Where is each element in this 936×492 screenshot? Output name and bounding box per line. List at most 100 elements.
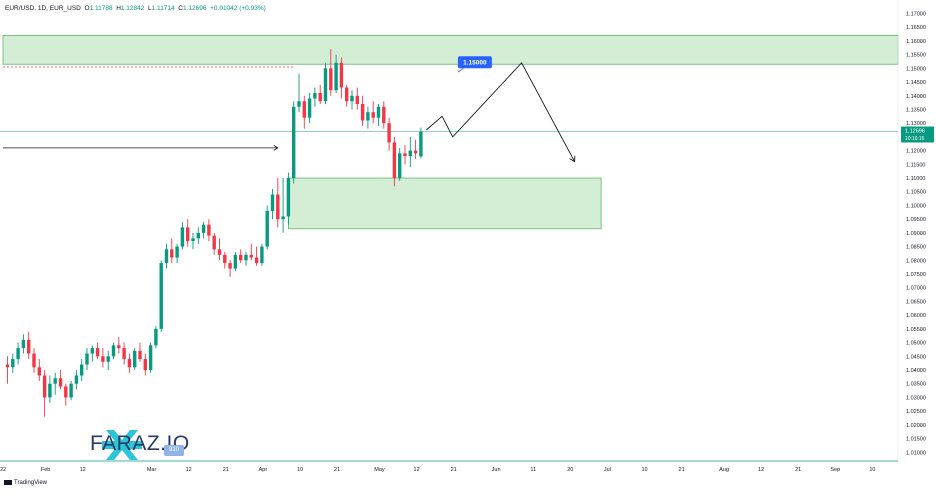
candle-body[interactable] <box>5 364 10 368</box>
candle-body[interactable] <box>127 359 132 368</box>
candle-body[interactable] <box>69 383 73 398</box>
candle-body[interactable] <box>276 194 280 220</box>
candle-body[interactable] <box>334 62 338 91</box>
candle-body[interactable] <box>360 103 365 121</box>
close-label: C <box>178 5 183 12</box>
candle-body[interactable] <box>191 238 195 242</box>
candle-body[interactable] <box>382 106 386 124</box>
candle-body[interactable] <box>403 153 407 157</box>
candle-body[interactable] <box>307 98 312 118</box>
candle-body[interactable] <box>201 224 206 233</box>
candle-body[interactable] <box>180 227 185 247</box>
price-axis[interactable]: 1.17000 1.16500 1.16000 1.15500 1.15000 1.145… <box>897 0 934 461</box>
candle-body[interactable] <box>111 345 116 357</box>
candle-body[interactable] <box>138 350 142 360</box>
change-value: +0.01042 (+0.93%) <box>210 5 266 12</box>
candle-body[interactable] <box>64 386 68 398</box>
time-tick-label: Jul <box>604 467 611 473</box>
price-tick-label: 1.11500 <box>906 162 925 168</box>
candle-body[interactable] <box>265 210 269 247</box>
candle-body[interactable] <box>16 348 20 360</box>
candle-body[interactable] <box>21 339 26 349</box>
candle-body[interactable] <box>212 235 216 250</box>
supply-zone[interactable] <box>2 35 899 65</box>
time-axis[interactable]: 22 Feb 12 Mar 12 21 Apr 10 21 May 12 21 Jun 11 20 Jul 10… <box>0 460 898 473</box>
price-levels <box>0 66 898 132</box>
candle-body[interactable] <box>58 378 63 387</box>
candle-body[interactable] <box>175 246 179 258</box>
candle-body[interactable] <box>345 87 349 102</box>
candle-body[interactable] <box>339 62 344 88</box>
candle-body[interactable] <box>48 383 52 398</box>
candle-body[interactable] <box>228 263 232 269</box>
candle-body[interactable] <box>398 153 402 179</box>
candle-body[interactable] <box>32 353 36 368</box>
candle-body[interactable] <box>318 93 322 102</box>
price-tick-label: 1.06500 <box>906 299 926 305</box>
price-label-box[interactable] <box>457 56 492 69</box>
candle-body[interactable] <box>101 356 105 362</box>
candle-body[interactable] <box>27 339 31 354</box>
candle-body[interactable] <box>143 359 147 371</box>
candle-body[interactable] <box>122 348 126 360</box>
price-tick-label: 1.04500 <box>906 354 926 360</box>
candle-body[interactable] <box>148 345 153 371</box>
candle-body[interactable] <box>233 254 238 269</box>
candle-body[interactable] <box>350 95 354 102</box>
time-tick-label: 12 <box>414 467 420 473</box>
candle-body[interactable] <box>53 378 57 384</box>
candle-body[interactable] <box>95 348 100 357</box>
candle-body[interactable] <box>371 112 375 118</box>
candle-body[interactable] <box>207 224 211 236</box>
candle-body[interactable] <box>376 106 381 118</box>
candle-body[interactable] <box>74 375 79 384</box>
current-price-badge <box>901 126 934 143</box>
candle-body[interactable] <box>170 249 174 258</box>
candle-body[interactable] <box>387 123 391 143</box>
candle-body[interactable] <box>90 348 94 354</box>
candle-body[interactable] <box>249 254 253 258</box>
candle-body[interactable] <box>42 375 47 398</box>
price-tick-label: 1.14000 <box>906 94 926 100</box>
price-tick-label: 1.13000 <box>906 121 926 127</box>
candle-body[interactable] <box>80 364 84 376</box>
candle-body[interactable] <box>154 328 158 346</box>
candle-body[interactable] <box>392 142 397 179</box>
candle-body[interactable] <box>281 216 285 220</box>
candle-body[interactable] <box>117 345 121 349</box>
candle-body[interactable] <box>297 101 301 107</box>
candle-body[interactable] <box>355 95 359 104</box>
candle-body[interactable] <box>302 101 306 118</box>
high-value: 1.12842 <box>120 5 145 12</box>
countdown-text: 10:16:16 <box>905 136 925 142</box>
candle-body[interactable] <box>106 356 110 362</box>
candle-body[interactable] <box>85 353 89 365</box>
candle-body[interactable] <box>270 194 275 211</box>
candle-body[interactable] <box>37 367 41 376</box>
candle-body[interactable] <box>286 178 291 217</box>
candle-body[interactable] <box>223 254 227 264</box>
candle-body[interactable] <box>413 150 418 154</box>
candle-body[interactable] <box>159 263 163 329</box>
demand-zone[interactable] <box>287 177 602 230</box>
candle-body[interactable] <box>244 254 248 261</box>
candle-body[interactable] <box>196 232 200 239</box>
price-tick-label: 1.16000 <box>906 39 926 45</box>
candle-body[interactable] <box>292 106 296 179</box>
candle-body[interactable] <box>164 249 169 264</box>
candle-body[interactable] <box>313 93 317 99</box>
candle-body[interactable] <box>329 68 333 91</box>
candle-body[interactable] <box>366 112 370 121</box>
candle-body[interactable] <box>323 68 328 102</box>
projection-path <box>425 62 575 162</box>
candle-body[interactable] <box>217 249 222 255</box>
candle-body[interactable] <box>419 131 423 157</box>
candle-body[interactable] <box>408 150 412 157</box>
candle-body[interactable] <box>133 350 137 368</box>
candle-body[interactable] <box>11 359 15 368</box>
candle-body[interactable] <box>254 257 259 264</box>
candle-body[interactable] <box>260 246 264 264</box>
candle-body[interactable] <box>239 254 243 261</box>
candle-body[interactable] <box>186 227 190 242</box>
